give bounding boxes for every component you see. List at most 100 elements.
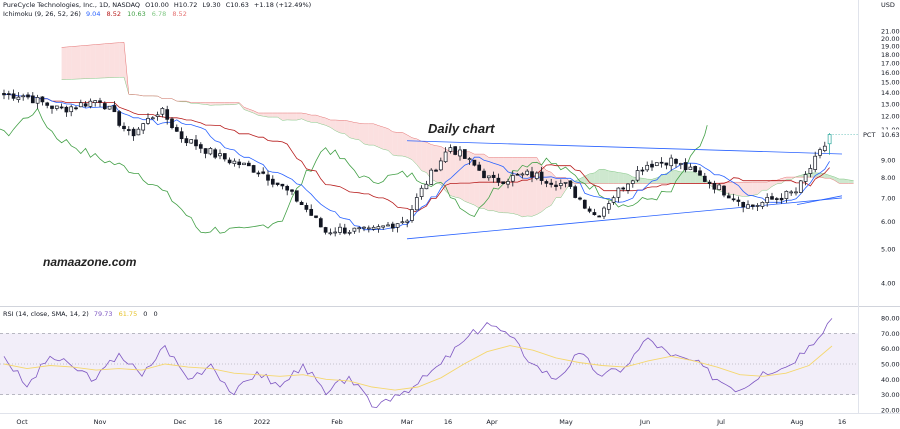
candle-down bbox=[707, 181, 712, 184]
cloud-segment-bearish bbox=[767, 180, 772, 191]
ichimoku-conversion-line bbox=[3, 93, 830, 231]
cloud-segment-bearish bbox=[90, 44, 96, 79]
cloud-segment-bearish bbox=[762, 182, 768, 191]
price-tick-label: 20.00 bbox=[881, 35, 900, 43]
cloud-segment-bearish bbox=[76, 45, 81, 80]
candle-up bbox=[16, 96, 21, 100]
candle-up bbox=[54, 105, 59, 109]
cloud-segment-bearish bbox=[556, 177, 561, 198]
rsi-tick-label: 40.00 bbox=[881, 376, 900, 384]
candle-up bbox=[189, 139, 194, 144]
candle-down bbox=[213, 149, 218, 158]
cloud-segment-bearish bbox=[512, 157, 518, 215]
cloud-segment-bullish bbox=[594, 169, 600, 184]
candle-down bbox=[597, 215, 602, 218]
cloud-segment-bearish bbox=[224, 102, 230, 105]
candle-down bbox=[698, 170, 702, 176]
candle-down bbox=[477, 164, 482, 171]
cloud-segment-bearish bbox=[287, 113, 292, 121]
candle-up bbox=[107, 105, 112, 110]
cloud-segment-bullish bbox=[599, 169, 604, 184]
time-axis-label: Oct bbox=[16, 418, 28, 426]
candle-up bbox=[21, 95, 26, 98]
cloud-segment-bearish bbox=[311, 115, 316, 123]
price-tick-label: 8.00 bbox=[881, 174, 895, 182]
candle-down bbox=[170, 118, 174, 128]
cloud-segment-bearish bbox=[292, 113, 297, 121]
cloud-segment-bearish bbox=[781, 177, 787, 184]
candle-up bbox=[448, 147, 453, 152]
candle-down bbox=[640, 169, 645, 172]
candle-up bbox=[242, 162, 246, 166]
candle-down bbox=[501, 181, 506, 184]
candle-up bbox=[630, 180, 635, 184]
candle-up bbox=[69, 106, 74, 113]
cloud-segment-bearish bbox=[493, 157, 499, 213]
candle-up bbox=[818, 149, 822, 156]
candle-up bbox=[414, 197, 419, 211]
price-tick-label: 9.00 bbox=[881, 156, 895, 164]
cloud-segment-bearish bbox=[344, 120, 350, 138]
candle-down bbox=[237, 161, 242, 166]
candle-up bbox=[645, 164, 650, 171]
candle-down bbox=[198, 144, 203, 149]
candle-down bbox=[270, 178, 275, 185]
cloud-segment-bearish bbox=[340, 120, 345, 134]
time-axis-label: 16 bbox=[214, 418, 222, 426]
candle-up bbox=[803, 174, 808, 182]
candle-up bbox=[602, 207, 606, 217]
ichimoku-conversion-value: 9.04 bbox=[85, 10, 101, 18]
currency-label: USD bbox=[881, 1, 895, 9]
candle-up bbox=[746, 204, 750, 209]
candle-up bbox=[510, 175, 515, 182]
cloud-segment-bearish bbox=[359, 123, 364, 144]
cloud-segment-bearish bbox=[114, 42, 120, 78]
candle-down bbox=[290, 189, 294, 192]
candle-down bbox=[779, 197, 784, 201]
candle-up bbox=[208, 148, 213, 155]
cloud-segment-bearish bbox=[532, 157, 537, 217]
cloud-segment-bullish bbox=[656, 175, 662, 184]
candle-up bbox=[534, 172, 539, 179]
trendline-upper[interactable] bbox=[406, 140, 843, 155]
cloud-segment-bullish bbox=[810, 172, 816, 178]
price-tick-label: 21.00 bbox=[881, 28, 900, 36]
cloud-segment-bearish bbox=[551, 172, 556, 206]
candle-down bbox=[731, 198, 736, 201]
price-tick-label: 4.00 bbox=[881, 280, 895, 288]
candle-down bbox=[664, 162, 669, 166]
time-axis-label: 16 bbox=[444, 418, 452, 426]
candle-up bbox=[525, 170, 530, 175]
candle-up bbox=[506, 181, 510, 185]
rsi-tick-label: 60.00 bbox=[881, 345, 900, 353]
candle-down bbox=[390, 223, 395, 229]
candle-up bbox=[688, 166, 693, 170]
cloud-segment-bearish bbox=[378, 125, 384, 150]
candle-down bbox=[539, 171, 544, 181]
watermark-text: namaazone.com bbox=[43, 255, 137, 269]
candle-down bbox=[285, 185, 290, 191]
candle-up bbox=[717, 184, 722, 191]
trendline-lower-secondary[interactable] bbox=[796, 195, 843, 206]
candle-up bbox=[563, 181, 568, 184]
cloud-segment-bearish bbox=[416, 138, 422, 171]
cloud-segment-bearish bbox=[536, 157, 542, 215]
candle-down bbox=[309, 208, 314, 216]
rsi-extra-2: 0 bbox=[153, 310, 158, 318]
cloud-segment-bearish bbox=[383, 126, 388, 151]
candle-up bbox=[626, 183, 630, 191]
cloud-segment-bearish bbox=[296, 113, 302, 121]
trendline-lower[interactable] bbox=[406, 197, 843, 240]
candle-up bbox=[822, 145, 827, 151]
candle-down bbox=[462, 149, 467, 159]
candle-down bbox=[726, 195, 731, 199]
rsi-tick-label: 80.00 bbox=[881, 315, 900, 323]
cloud-segment-bearish bbox=[85, 45, 91, 79]
candle-down bbox=[683, 162, 688, 171]
time-axis-label: 2022 bbox=[254, 418, 271, 426]
cloud-segment-bullish bbox=[839, 179, 844, 184]
cloud-segment-bearish bbox=[517, 157, 523, 217]
candle-up bbox=[371, 226, 376, 230]
candle-up bbox=[150, 117, 155, 120]
cloud-segment-bearish bbox=[772, 180, 777, 187]
